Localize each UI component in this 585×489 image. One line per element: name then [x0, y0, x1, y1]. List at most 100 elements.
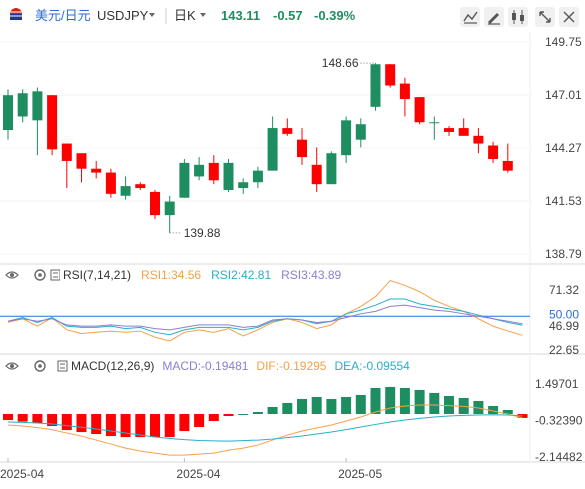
macd-bar	[267, 406, 278, 415]
symbol-cn[interactable]: 美元/日元	[35, 8, 91, 23]
candle-body	[135, 184, 146, 189]
macd-tick-label: 1.49701	[535, 377, 579, 391]
top-toolbar: 美元/日元 USDJPY 日K 143.11 -0.57 -0.39%	[0, 0, 585, 32]
macd-bar	[194, 414, 205, 428]
macd-bar	[76, 414, 87, 433]
rsi-line-2	[7, 298, 523, 336]
macd-bar	[444, 395, 454, 415]
macd-label: MACD:-0.19481	[162, 359, 249, 373]
dea-line	[7, 414, 523, 442]
macd-bar	[208, 414, 219, 422]
timeframe-label[interactable]: 日K	[174, 8, 196, 23]
candle-body	[429, 122, 440, 124]
macd-legend: MACD(12,26,9) MACD:-0.19481 DIF:-0.19295…	[0, 357, 410, 375]
candle-body	[91, 168, 102, 173]
candle-body	[150, 191, 160, 216]
candle-body	[32, 91, 43, 121]
price-tick-label: 144.27	[545, 141, 582, 155]
price-change-pct: -0.39%	[314, 8, 356, 23]
grid	[0, 32, 585, 463]
macd-bar	[61, 414, 72, 431]
settings-icon[interactable]	[559, 7, 579, 27]
rsi3-label: RSI3:43.89	[281, 268, 342, 282]
expand-icon[interactable]	[535, 7, 555, 27]
macd-bar	[32, 414, 43, 424]
rsi-tick-label: 22.65	[549, 343, 579, 357]
macd-bar	[370, 387, 381, 415]
visibility-icon[interactable]	[5, 362, 19, 370]
chart-canvas[interactable]: 149.75 147.01 144.27 141.53 138.79 148.66 139…	[0, 32, 585, 489]
macd-bar	[164, 414, 175, 438]
dropdown-caret-icon[interactable]	[149, 13, 155, 17]
macd-bar	[282, 402, 293, 415]
price-tick-label: 149.75	[545, 35, 582, 49]
gear-icon[interactable]	[34, 360, 46, 372]
candle-body	[458, 128, 469, 136]
candle-body	[3, 95, 13, 131]
candle-body	[223, 162, 234, 190]
rsi-legend: RSI(7,14,21) RSI1:34.56 RSI2:42.81 RSI3:…	[0, 266, 341, 284]
candle-body	[370, 64, 381, 107]
candle-body	[120, 186, 131, 196]
candle-body	[179, 162, 190, 198]
timeframe-caret-icon[interactable]	[200, 13, 206, 17]
candle-body	[399, 83, 410, 100]
draw-icon[interactable]	[484, 7, 504, 27]
visibility-icon[interactable]	[5, 271, 19, 279]
candle-body	[252, 170, 263, 183]
indicator-box-icon[interactable]	[57, 360, 68, 372]
macd-pane: 1.49701 -0.32390 -2.14482	[3, 377, 583, 464]
candle-body	[61, 143, 72, 161]
macd-bar	[326, 398, 337, 415]
flag-icon[interactable]	[10, 8, 22, 20]
macd-bar	[355, 394, 366, 415]
candle-body	[355, 124, 366, 140]
candle-body	[297, 139, 307, 158]
candles	[3, 63, 513, 233]
macd-bar	[223, 414, 234, 417]
indicator-box-icon[interactable]	[50, 269, 60, 281]
macd-bar	[3, 414, 13, 421]
rsi-title[interactable]: RSI(7,14,21)	[63, 268, 132, 282]
top-toolbar-svg: 美元/日元 USDJPY 日K 143.11 -0.57 -0.39%	[10, 7, 579, 27]
candle-style-icon[interactable]	[508, 7, 528, 27]
price-tick-label: 141.53	[545, 194, 582, 208]
x-tick-label: 2025-04	[0, 467, 44, 481]
gear-icon[interactable]	[34, 269, 46, 281]
candle-body	[282, 128, 293, 134]
candle-body	[414, 97, 425, 123]
macd-bar	[399, 387, 410, 415]
macd-bar	[429, 392, 440, 415]
macd-tick-label: -0.32390	[535, 413, 583, 427]
x-tick-label: 2025-04	[176, 467, 220, 481]
macd-bar	[385, 386, 396, 415]
macd-title[interactable]: MACD(12,26,9)	[71, 359, 155, 373]
macd-bar	[135, 414, 146, 438]
last-price: 143.11	[221, 8, 260, 23]
candle-body	[164, 201, 175, 216]
macd-bar	[252, 412, 263, 415]
high-price-label: 148.66	[322, 56, 359, 70]
rsi-tick-label: 46.99	[549, 319, 579, 333]
macd-controls	[5, 360, 68, 372]
x-axis: 2025-04 2025-04 2025-05	[0, 458, 382, 481]
price-axis: 149.75 147.01 144.27 141.53 138.79	[545, 35, 582, 261]
macd-bar	[502, 409, 513, 415]
symbol-code[interactable]: USDJPY	[97, 8, 149, 23]
candle-body	[488, 145, 499, 160]
price-tick-label: 138.79	[545, 247, 582, 261]
macd-bar	[238, 414, 249, 416]
macd-bar	[311, 396, 322, 415]
rsi-tick-label: 71.32	[549, 283, 579, 297]
dif-label: DIF:-0.19295	[256, 359, 327, 373]
indicator-icon[interactable]	[460, 7, 480, 27]
candle-body	[105, 172, 116, 194]
dea-label: DEA:-0.09554	[334, 359, 410, 373]
macd-bar	[105, 414, 116, 437]
candle-body	[341, 120, 352, 156]
candle-body	[238, 182, 249, 189]
macd-bar	[488, 405, 499, 415]
x-tick-label: 2025-05	[338, 467, 382, 481]
